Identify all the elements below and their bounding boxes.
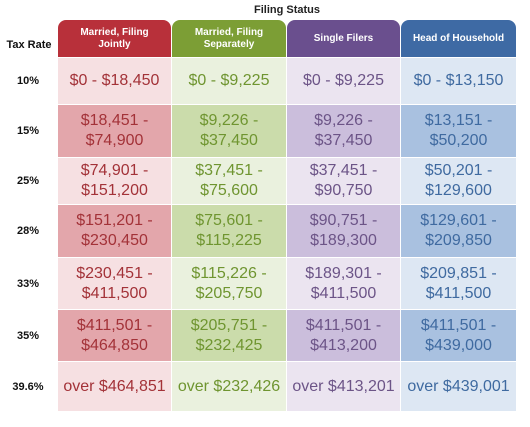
bracket-cell-single-filers: $0 - $9,225: [287, 58, 400, 104]
bracket-cell-single-filers: over $413,201: [287, 362, 400, 411]
bracket-cell-married-separately: $205,751 - $232,425: [172, 310, 286, 361]
bracket-cell-single-filers: $37,451 - $90,750: [287, 158, 400, 204]
bracket-cell-single-filers: $90,751 - $189,300: [287, 205, 400, 257]
bracket-cell-head-of-household: $13,151 - $50,200: [401, 105, 516, 157]
bracket-cell-married-separately: $9,226 - $37,450: [172, 105, 286, 157]
tax-rate-cell: 28%: [16, 225, 40, 237]
tax-rate-cell: 39.6%: [12, 380, 44, 393]
column-header-head-of-household: Head of Household: [401, 20, 516, 57]
bracket-cell-married-separately: $115,226 - $205,750: [172, 258, 286, 309]
bracket-cell-married-jointly: $74,901 - $151,200: [58, 158, 171, 204]
filing-status-title: Filing Status: [254, 4, 320, 16]
bracket-cell-married-separately: $37,451 - $75,600: [172, 158, 286, 204]
tax-rate-cell: 10%: [16, 75, 40, 87]
tax-rate-cell: 25%: [16, 175, 40, 187]
bracket-cell-married-separately: $0 - $9,225: [172, 58, 286, 104]
column-header-married-jointly: Married, Filing Jointly: [58, 20, 171, 57]
bracket-cell-married-jointly: $151,201 - $230,450: [58, 205, 171, 257]
bracket-cell-married-jointly: over $464,851: [58, 362, 171, 411]
bracket-cell-head-of-household: $129,601 - $209,850: [401, 205, 516, 257]
bracket-cell-head-of-household: $50,201 - $129,600: [401, 158, 516, 204]
bracket-cell-head-of-household: $209,851 - $411,500: [401, 258, 516, 309]
bracket-cell-head-of-household: over $439,001: [401, 362, 516, 411]
tax-rate-cell: 33%: [16, 277, 40, 290]
tax-rate-label: Tax Rate: [6, 39, 52, 51]
tax-rate-cell: 15%: [16, 125, 40, 137]
bracket-cell-single-filers: $411,501 - $413,200: [287, 310, 400, 361]
bracket-cell-married-jointly: $0 - $18,450: [58, 58, 171, 104]
bracket-cell-head-of-household: $0 - $13,150: [401, 58, 516, 104]
bracket-cell-single-filers: $189,301 - $411,500: [287, 258, 400, 309]
bracket-cell-married-jointly: $230,451 - $411,500: [58, 258, 171, 309]
column-header-married-separately: Married, Filing Separately: [172, 20, 286, 57]
bracket-cell-married-jointly: $411,501 - $464,850: [58, 310, 171, 361]
bracket-cell-married-jointly: $18,451 - $74,900: [58, 105, 171, 157]
bracket-cell-married-separately: over $232,426: [172, 362, 286, 411]
column-header-single-filers: Single Filers: [287, 20, 400, 57]
tax-rate-cell: 35%: [16, 329, 40, 342]
bracket-cell-single-filers: $9,226 - $37,450: [287, 105, 400, 157]
bracket-cell-head-of-household: $411,501 - $439,000: [401, 310, 516, 361]
bracket-cell-married-separately: $75,601 - $115,225: [172, 205, 286, 257]
